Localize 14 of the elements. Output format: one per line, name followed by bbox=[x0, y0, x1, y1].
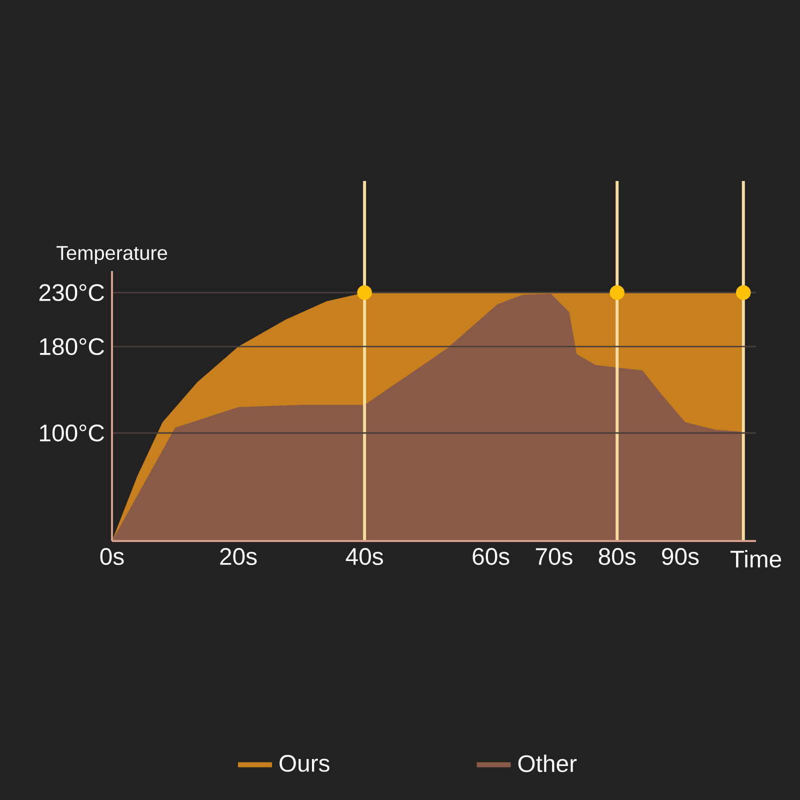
x-tick-label: 0s bbox=[100, 548, 124, 565]
legend-label: Ours bbox=[280, 754, 330, 772]
x-tick-label: 20s bbox=[220, 548, 257, 565]
y-tick-label: 180°C bbox=[40, 338, 104, 356]
x-tick-label: 90s bbox=[662, 548, 699, 565]
x-tick-label: 70s bbox=[536, 548, 572, 565]
x-axis-title: Time bbox=[730, 550, 782, 568]
x-tick-label: 60s bbox=[472, 548, 510, 565]
legend-label: Other bbox=[518, 754, 577, 772]
x-tick-label: 80s bbox=[598, 548, 636, 565]
y-tick-label: 100°C bbox=[40, 424, 104, 442]
y-axis-title: Temperature bbox=[56, 246, 168, 264]
x-tick-label: 40s bbox=[346, 548, 383, 565]
y-tick-label: 230°C bbox=[39, 284, 104, 302]
